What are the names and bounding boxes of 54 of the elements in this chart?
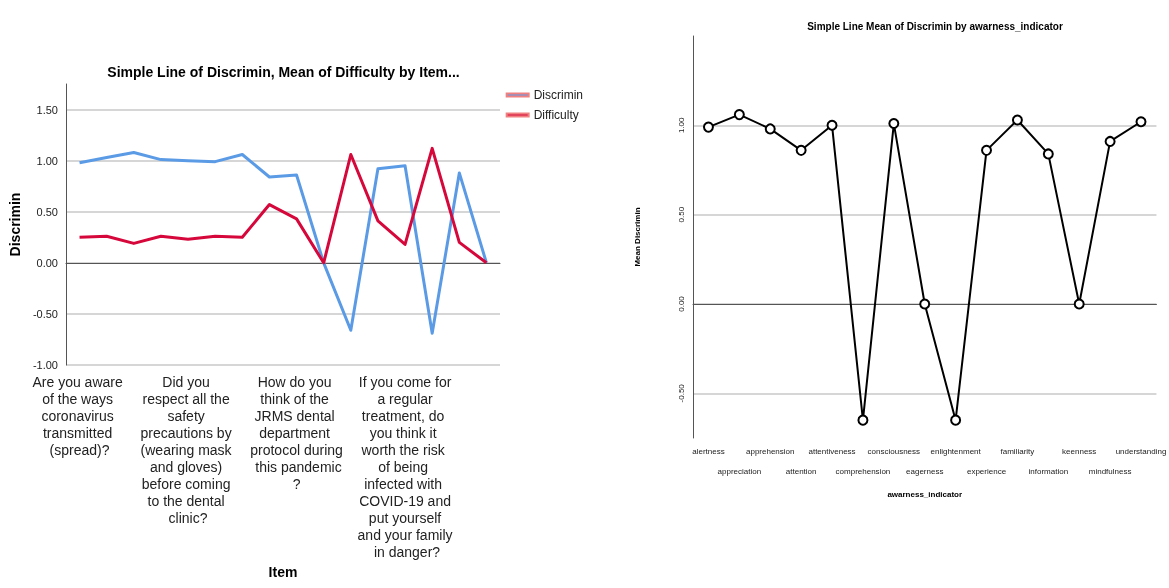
legend-label: Difficulty: [533, 108, 579, 122]
x-tick-label: How do you think of the JRMS dental department protocol during this pandemic?: [250, 373, 343, 492]
x-axis-title: awarness_indicator: [887, 489, 963, 499]
point: [1011, 114, 1023, 126]
x-tick-label: consciousness: [867, 446, 921, 456]
x-tick-label: experience: [966, 466, 1007, 476]
x-tick-label: keenness: [1062, 446, 1097, 456]
x-tick-label: appreciation: [717, 466, 762, 476]
x-tick-label: mindfulness: [1088, 466, 1132, 476]
x-tick-label: comprehension: [835, 466, 891, 476]
x-tick-label: eagerness: [906, 466, 944, 476]
point: [950, 414, 962, 426]
x-tick-label: information: [1028, 466, 1069, 476]
point: [1104, 135, 1116, 147]
point: [702, 121, 714, 133]
y-tick-label: -1.00: [32, 359, 58, 371]
x-tick-label: attention: [785, 466, 817, 476]
y-axis-title: Mean Discrimin: [632, 207, 642, 267]
point: [1073, 298, 1085, 310]
x-tick-label: understanding: [1115, 446, 1167, 456]
point: [888, 118, 900, 130]
y-tick-label: 0.50: [676, 206, 686, 223]
point: [919, 298, 931, 310]
line-series: [78, 150, 488, 335]
y-tick-label: 0.00: [676, 295, 686, 312]
y-tick-label: 1.00: [676, 117, 686, 134]
y-tick-label: 1.50: [36, 103, 58, 116]
y-tick-label: -0.50: [32, 307, 58, 320]
y-tick-label: 0.00: [36, 256, 58, 269]
x-axis-title: Item: [268, 564, 298, 580]
category-label: If you come for a regular treatment, do you think it worth the risk of being infected with COVID-19 and put yourself and your family in danger?: [357, 373, 453, 560]
y-tick-label: 1.00: [36, 154, 58, 167]
point: [1135, 116, 1147, 128]
y-axis-title: Discrimin: [7, 192, 23, 257]
line-series: [78, 146, 488, 265]
point: [857, 414, 869, 426]
x-tick-label: enlightenment: [930, 446, 982, 456]
point: [764, 123, 776, 135]
point: [795, 144, 807, 156]
y-tick-label: -0.50: [676, 383, 686, 403]
legend-label: Discrimin: [533, 88, 584, 102]
point: [733, 109, 745, 121]
x-tick-label: alertness: [692, 446, 725, 456]
x-tick-label: apprehension: [746, 446, 795, 456]
x-tick-label: Are you aware of the ways coronavirus transmitted (spread)?: [32, 373, 127, 458]
x-tick-label: attentiveness: [808, 446, 856, 456]
chart-title: Simple Line of Discrimin, Mean of Difficulty by Item...: [107, 64, 460, 80]
point: [981, 144, 993, 156]
point: [826, 119, 838, 131]
y-tick-label: 0.50: [36, 205, 58, 218]
chart-title: Simple Line Mean of Discrimin by awarness_indicator: [807, 20, 1063, 32]
category-label: Did you respect all the safety precautions by (wearing mask and gloves) before coming to the dental clinic?: [140, 373, 232, 526]
x-tick-label: familiarity: [1000, 446, 1035, 456]
point: [1042, 148, 1054, 160]
